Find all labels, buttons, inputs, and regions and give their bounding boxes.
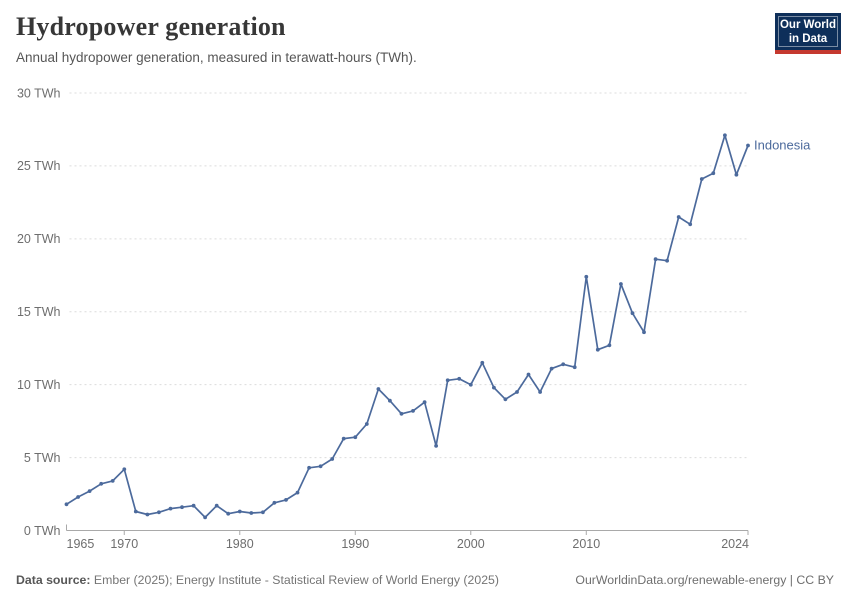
data-point-marker[interactable] [261,510,265,515]
y-axis-tick-label: 0 TWh [24,524,61,538]
data-point-marker[interactable] [699,177,704,181]
data-point-marker[interactable] [307,465,311,470]
data-point-marker[interactable] [584,274,589,279]
data-point-marker[interactable] [642,330,646,335]
data-point-marker[interactable] [318,464,323,469]
data-point-marker[interactable] [526,372,531,377]
data-point-marker[interactable] [549,366,554,371]
data-point-marker[interactable] [480,360,485,365]
data-source: Data source: Ember (2025); Energy Instit… [16,573,499,587]
y-axis-tick-label: 10 TWh [17,378,61,392]
data-point-marker[interactable] [249,511,254,515]
data-point-marker[interactable] [388,398,392,403]
data-point-marker[interactable] [734,172,739,177]
data-point-marker[interactable] [341,436,346,441]
data-point-marker[interactable] [330,457,335,461]
data-point-marker[interactable] [607,343,612,348]
data-point-marker[interactable] [76,495,80,499]
owid-logo-line1: Our World [779,19,836,31]
data-point-marker[interactable] [468,382,473,387]
data-point-marker[interactable] [295,490,300,495]
data-point-marker[interactable] [445,378,450,383]
owid-logo-box: Our World in Data [775,13,841,51]
x-axis-tick-label: 1965 [67,537,95,551]
data-point-marker[interactable] [619,282,623,286]
y-axis-tick-label: 5 TWh [24,451,61,465]
data-point-marker[interactable] [64,502,69,507]
y-axis-tick-label: 15 TWh [17,305,61,319]
owid-logo[interactable]: Our World in Data [775,13,841,55]
data-point-marker[interactable] [168,506,173,511]
data-point-marker[interactable] [226,511,231,516]
data-point-marker[interactable] [538,390,542,394]
data-point-marker[interactable] [434,444,438,448]
page-title: Hydropower generation [16,12,286,41]
data-point-marker[interactable] [653,257,658,262]
data-point-marker[interactable] [133,509,138,514]
data-point-marker[interactable] [492,385,496,390]
x-axis-tick-label: 2024 [721,537,749,551]
data-point-marker[interactable] [237,509,242,514]
chart-subtitle: Annual hydropower generation, measured i… [16,50,417,65]
data-point-marker[interactable] [364,422,369,426]
chart-footer: Data source: Ember (2025); Energy Instit… [16,573,834,587]
data-point-marker[interactable] [688,222,693,227]
data-point-marker[interactable] [203,515,208,520]
credit-link[interactable]: OurWorldinData.org/renewable-energy | CC… [575,573,834,587]
data-point-marker[interactable] [214,503,219,508]
y-axis-tick-label: 30 TWh [17,86,61,100]
data-point-marker[interactable] [723,133,727,138]
y-axis-tick-label: 25 TWh [17,159,61,173]
y-axis-tick-label: 20 TWh [17,232,61,246]
data-point-marker[interactable] [145,512,150,517]
data-point-marker[interactable] [272,500,277,505]
data-point-marker[interactable] [191,503,196,508]
data-point-marker[interactable] [122,467,127,472]
data-point-marker[interactable] [457,376,462,381]
x-axis-tick-label: 1980 [226,537,254,551]
data-point-marker[interactable] [353,435,358,440]
data-point-marker[interactable] [180,505,184,510]
data-point-marker[interactable] [746,143,750,148]
data-point-marker[interactable] [630,311,635,316]
data-point-marker[interactable] [99,481,104,486]
data-point-marker[interactable] [411,409,415,413]
x-axis-tick-label: 1990 [341,537,369,551]
data-point-marker[interactable] [665,258,669,263]
data-point-marker[interactable] [503,397,508,402]
owid-logo-red-bar [775,50,841,55]
x-axis-tick-label: 2000 [457,537,485,551]
data-point-marker[interactable] [399,411,404,416]
data-point-marker[interactable] [284,498,288,502]
owid-logo-line2: in Data [788,33,828,46]
x-axis-tick-label: 1970 [110,537,138,551]
series-line-indonesia[interactable] [65,134,749,519]
chart-header: Hydropower generation Annual hydropower … [16,12,754,65]
data-point-marker[interactable] [157,510,161,515]
data-source-label: Data source: [16,573,91,587]
data-point-marker[interactable] [711,171,716,176]
x-axis-tick-label: 2010 [572,537,600,551]
data-point-marker[interactable] [515,390,519,394]
data-point-marker[interactable] [676,215,681,219]
data-point-marker[interactable] [110,479,115,483]
series-end-label-indonesia[interactable]: Indonesia [754,138,811,153]
data-point-marker[interactable] [572,365,577,370]
data-point-marker[interactable] [561,362,566,367]
data-point-marker[interactable] [87,489,92,493]
data-point-marker[interactable] [422,400,427,405]
data-source-text: Ember (2025); Energy Institute - Statist… [90,573,499,587]
data-point-marker[interactable] [376,387,381,391]
data-point-marker[interactable] [595,347,600,352]
